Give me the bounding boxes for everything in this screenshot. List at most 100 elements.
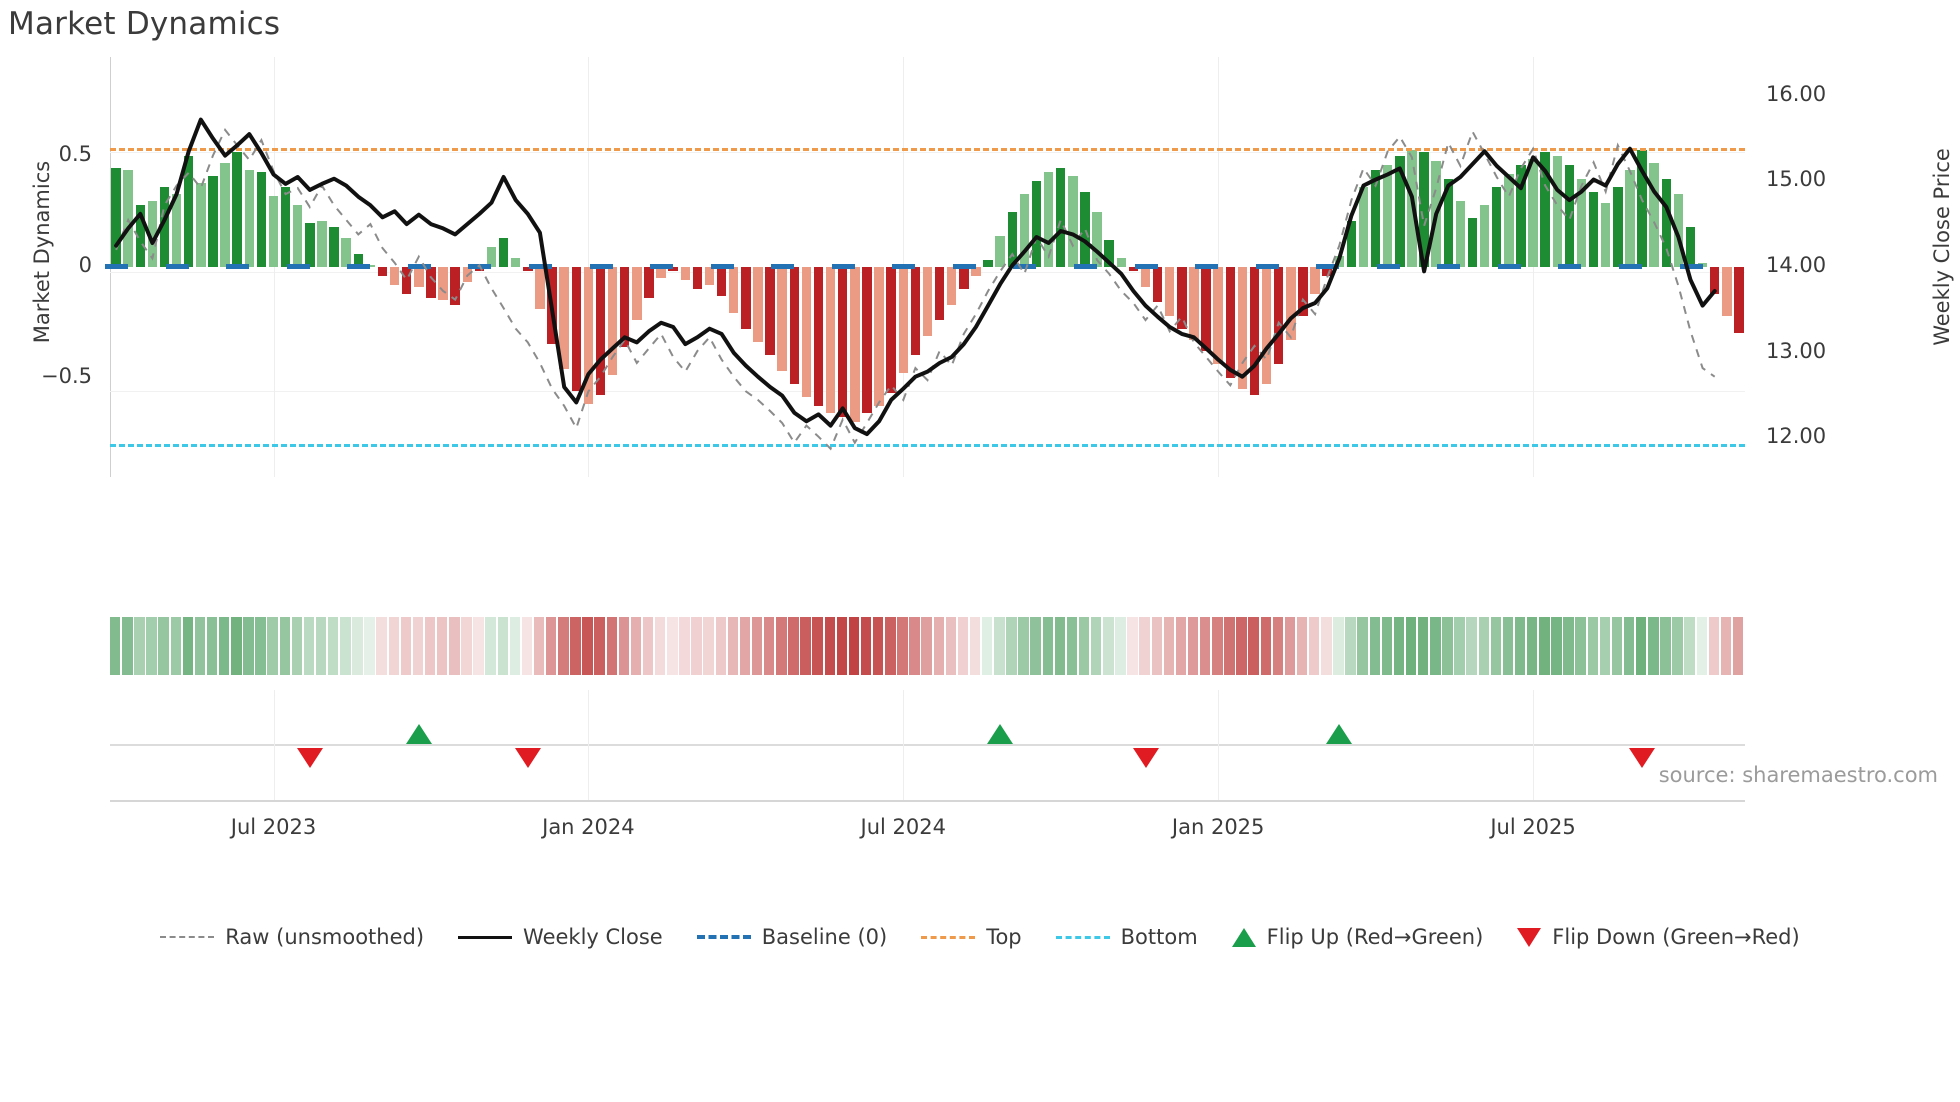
heatmap-cell <box>1502 617 1514 675</box>
marker-axis-line <box>110 744 1745 746</box>
baseline-cap <box>771 264 795 269</box>
heatmap-cell <box>134 617 145 675</box>
dynamics-bar <box>341 238 351 267</box>
dynamics-bar <box>1443 178 1453 267</box>
heatmap-cell <box>1623 617 1635 675</box>
dynamics-bar <box>1722 267 1732 316</box>
y-axis-right-label: Weekly Close Price <box>1930 148 1954 346</box>
heatmap-cell <box>461 617 472 675</box>
heatmap-cell <box>703 617 714 675</box>
heatmap-cell <box>219 617 230 675</box>
dynamics-bar <box>1540 152 1550 267</box>
heatmap-cell <box>727 617 739 675</box>
dynamics-bar <box>862 267 872 413</box>
dynamics-bar <box>1491 187 1502 267</box>
dynamics-bar <box>377 267 388 276</box>
dynamics-bar <box>1661 178 1671 267</box>
heatmap-cell <box>776 617 787 675</box>
dynamics-bar <box>1128 267 1139 272</box>
dynamics-bar <box>1467 218 1478 267</box>
heatmap-cell <box>509 617 521 675</box>
dynamics-bar <box>874 267 884 407</box>
heatmap-cell <box>788 617 799 675</box>
dynamics-bar <box>1734 267 1744 334</box>
flip-up-marker[interactable] <box>1326 724 1353 744</box>
heatmap-cell <box>1418 617 1429 675</box>
dynamics-bar <box>1140 267 1151 287</box>
dynamics-bar <box>535 267 545 309</box>
dashed-orange-line-icon <box>921 935 976 939</box>
legend-item[interactable]: Baseline (0) <box>696 925 887 949</box>
baseline-cap <box>1316 264 1340 269</box>
legend-item[interactable]: Top <box>921 925 1022 949</box>
x-axis-line <box>110 800 1745 802</box>
heatmap-cell <box>824 617 835 675</box>
triangle-down-icon <box>1517 927 1542 947</box>
x-axis-tick: Jul 2024 <box>860 815 946 839</box>
legend-label: Weekly Close <box>523 925 663 949</box>
heatmap-cell <box>1732 617 1744 675</box>
vertical-gridline <box>1218 690 1220 800</box>
dynamics-bar <box>1685 227 1696 267</box>
flip-down-marker[interactable] <box>514 748 541 768</box>
heatmap-cell <box>255 617 266 675</box>
heatmap-cell <box>267 617 278 675</box>
dynamics-bar <box>1455 200 1466 267</box>
flip-down-marker[interactable] <box>1132 748 1159 768</box>
legend-label: Flip Up (Red→Green) <box>1266 925 1484 949</box>
dynamics-bar <box>389 267 400 285</box>
heatmap-cell <box>1200 617 1211 675</box>
heatmap-cell <box>945 617 957 675</box>
heatmap-cell <box>1478 617 1489 675</box>
dynamics-bar <box>1564 165 1575 267</box>
heatmap-cell <box>1078 617 1090 675</box>
heatmap-cell <box>364 617 375 675</box>
heatmap-cell <box>146 617 157 675</box>
triangle-up-icon <box>1231 927 1256 947</box>
dynamics-bar <box>171 194 182 267</box>
dynamics-bar <box>801 267 812 398</box>
flip-down-marker[interactable] <box>1629 748 1656 768</box>
dynamics-bar <box>1286 267 1296 340</box>
legend-item[interactable]: Flip Up (Red→Green) <box>1231 925 1484 949</box>
dynamics-bar <box>329 227 339 267</box>
legend-item[interactable]: Raw (unsmoothed) <box>160 925 424 949</box>
heatmap-cell <box>873 617 884 675</box>
dynamics-bar <box>1043 171 1054 267</box>
dynamics-bar <box>1031 180 1042 267</box>
baseline-cap <box>1558 264 1582 269</box>
flip-up-marker[interactable] <box>987 724 1014 744</box>
dynamics-bar <box>692 267 703 290</box>
heatmap-cell <box>606 617 617 675</box>
legend-item[interactable]: Weekly Close <box>458 925 663 949</box>
heatmap-cell <box>1514 617 1526 675</box>
dashed-blue-line-icon <box>696 935 751 939</box>
flip-down-marker[interactable] <box>296 748 323 768</box>
heatmap-cell <box>1696 617 1707 675</box>
heatmap-cell <box>170 617 181 675</box>
heatmap-cell <box>122 617 133 675</box>
legend-item[interactable]: Flip Down (Green→Red) <box>1517 925 1800 949</box>
dynamics-bar <box>922 267 933 336</box>
dynamics-bar <box>850 267 860 422</box>
dynamics-bar <box>789 267 799 385</box>
dynamics-bar <box>837 267 848 418</box>
dynamics-bar <box>1395 156 1405 267</box>
dynamics-bar <box>401 267 412 294</box>
heatmap-cell <box>848 617 860 675</box>
heatmap-cell <box>1599 617 1611 675</box>
y-axis-right-tick: 16.00 <box>1766 81 1827 106</box>
dynamics-bar <box>1213 267 1223 365</box>
dynamics-bar <box>619 267 630 347</box>
legend-item[interactable]: Bottom <box>1055 925 1198 949</box>
dynamics-bar <box>716 267 727 296</box>
dynamics-bar <box>365 264 376 267</box>
heatmap-cell <box>860 617 872 675</box>
flip-up-marker[interactable] <box>405 724 432 744</box>
dynamics-bar <box>1080 191 1090 267</box>
dynamics-bar <box>1697 262 1708 267</box>
dynamics-bar <box>510 258 521 267</box>
y-axis-right-tick: 14.00 <box>1766 253 1827 277</box>
dynamics-bar <box>498 238 509 267</box>
dynamics-bar <box>256 171 267 267</box>
